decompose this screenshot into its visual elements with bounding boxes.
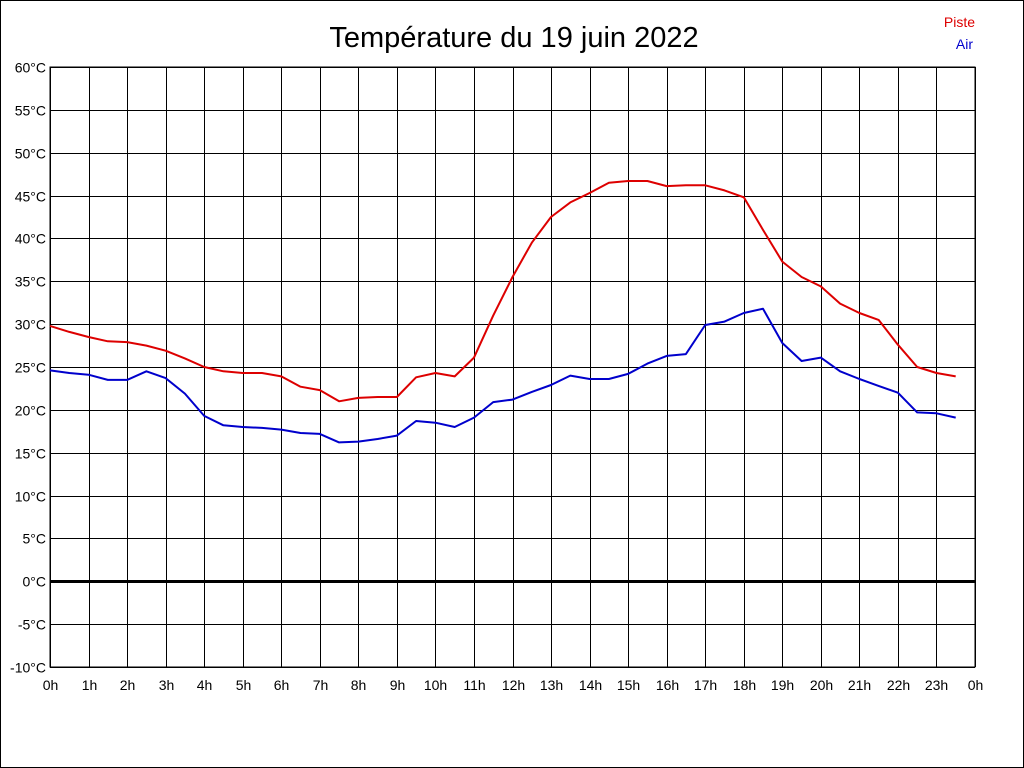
x-tick-label: 5h bbox=[236, 677, 252, 693]
x-tick-label: 2h bbox=[120, 677, 136, 693]
x-tick-label: 21h bbox=[848, 677, 871, 693]
x-tick-label: 19h bbox=[771, 677, 794, 693]
x-tick-label: 9h bbox=[390, 677, 406, 693]
legend: Piste Air bbox=[944, 14, 975, 52]
x-tick-label: 3h bbox=[159, 677, 175, 693]
y-tick-label: 45°C bbox=[15, 189, 46, 205]
x-tick-label: 15h bbox=[617, 677, 640, 693]
x-tick-label: 17h bbox=[694, 677, 717, 693]
series-line-air bbox=[49, 307, 956, 444]
y-tick-label: -5°C bbox=[18, 617, 46, 633]
y-tick-label: 25°C bbox=[15, 360, 46, 376]
legend-entry-air: Air bbox=[956, 36, 973, 52]
axis-labels: -10°C -5°C 0°C 5°C 10°C 15°C 20°C 25°C 30°C 35°C 4… bbox=[10, 60, 983, 694]
y-tick-label: 50°C bbox=[15, 146, 46, 162]
x-tick-label: 23h bbox=[925, 677, 948, 693]
series-layer bbox=[49, 180, 956, 444]
x-tick-label: 1h bbox=[82, 677, 98, 693]
series-line-piste bbox=[49, 180, 956, 403]
x-tick-label: 8h bbox=[351, 677, 367, 693]
x-tick-label: 6h bbox=[274, 677, 290, 693]
x-tick-label: 7h bbox=[313, 677, 329, 693]
x-tick-label: 13h bbox=[540, 677, 563, 693]
y-tick-label: 20°C bbox=[15, 403, 46, 419]
y-tick-label: 35°C bbox=[15, 274, 46, 290]
grid-layer bbox=[49, 66, 976, 668]
y-tick-label: 60°C bbox=[15, 60, 46, 76]
y-tick-label: 0°C bbox=[23, 574, 47, 590]
y-tick-label: 55°C bbox=[15, 103, 46, 119]
x-tick-label: 22h bbox=[887, 677, 910, 693]
x-tick-label: 12h bbox=[502, 677, 525, 693]
x-tick-label: 10h bbox=[424, 677, 447, 693]
y-tick-label: 10°C bbox=[15, 489, 46, 505]
chart-title: Température du 19 juin 2022 bbox=[329, 22, 698, 54]
x-tick-label: 14h bbox=[579, 677, 602, 693]
x-tick-label: 0h bbox=[43, 677, 59, 693]
y-tick-label: 30°C bbox=[15, 317, 46, 333]
y-tick-label: 15°C bbox=[15, 446, 46, 462]
y-tick-label: 5°C bbox=[23, 531, 47, 547]
x-tick-label: 16h bbox=[656, 677, 679, 693]
x-tick-label: 11h bbox=[463, 677, 485, 693]
legend-entry-piste: Piste bbox=[944, 14, 975, 30]
y-tick-label: 40°C bbox=[15, 231, 46, 247]
y-tick-label: -10°C bbox=[10, 660, 46, 676]
x-tick-label: 0h bbox=[968, 677, 984, 693]
x-tick-label: 20h bbox=[810, 677, 833, 693]
x-tick-label: 18h bbox=[733, 677, 756, 693]
x-tick-label: 4h bbox=[197, 677, 213, 693]
